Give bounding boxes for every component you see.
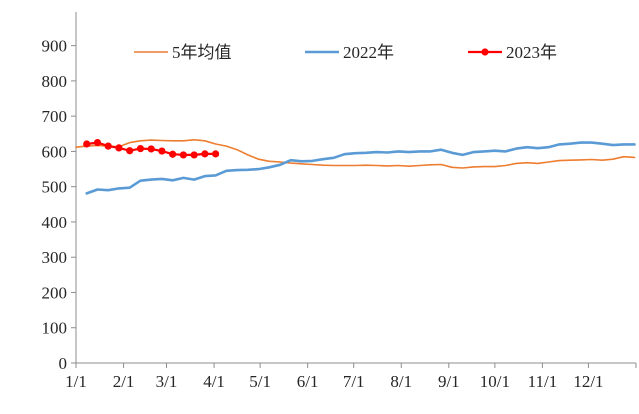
data-point	[201, 150, 209, 158]
y-tick-label: 300	[42, 248, 68, 267]
x-tick-label: 9/1	[438, 372, 460, 391]
series-3	[83, 139, 220, 159]
data-point	[93, 139, 102, 147]
x-tick-label: 4/1	[203, 372, 225, 391]
x-tick-label: 10/1	[480, 372, 510, 391]
data-point	[136, 145, 145, 153]
x-tick-label: 5/1	[249, 372, 271, 391]
data-point	[147, 145, 155, 153]
y-axis: 0 100 200 300 400 500 600 700 800 900	[42, 12, 77, 373]
legend-label: 2022年	[343, 43, 394, 62]
x-tick-label: 3/1	[156, 372, 178, 391]
x-tick-label: 12/1	[573, 372, 603, 391]
y-tick-label: 100	[42, 319, 68, 338]
x-tick-label: 1/1	[65, 372, 87, 391]
data-point	[115, 144, 123, 152]
series-2	[85, 141, 636, 195]
y-tick-label: 600	[42, 142, 68, 161]
legend-marker	[481, 48, 489, 56]
x-tick-label: 11/1	[528, 372, 558, 391]
y-tick-label: 500	[42, 178, 68, 197]
x-tick-label: 8/1	[390, 372, 412, 391]
y-tick-label: 900	[42, 37, 68, 56]
data-point	[126, 147, 134, 155]
x-tick-label: 7/1	[343, 372, 365, 391]
series-line	[85, 141, 636, 195]
x-tick-label: 2/1	[113, 372, 135, 391]
data-point	[179, 151, 187, 159]
data-point	[190, 151, 198, 159]
y-tick-label: 800	[42, 72, 68, 91]
legend-label: 5年均值	[172, 43, 232, 62]
data-point	[169, 150, 177, 158]
x-axis: 1/1 2/1 3/1 4/1 5/1 6/1 7/1 8/1 9/1 10/1 11/1 12/1	[65, 362, 637, 391]
data-point	[83, 140, 91, 148]
series-line	[75, 139, 636, 169]
legend-item-2: 2022年	[305, 43, 394, 62]
data-point	[104, 142, 112, 150]
x-tick-label: 6/1	[297, 372, 319, 391]
data-point	[212, 150, 220, 158]
legend-item-3: 2023年	[468, 43, 557, 62]
legend-label: 2023年	[506, 43, 557, 62]
data-point	[158, 147, 166, 155]
y-tick-label: 0	[59, 354, 68, 373]
y-tick-label: 400	[42, 213, 68, 232]
y-tick-label: 200	[42, 283, 68, 302]
legend: 5年均值 2022年 2023年	[134, 43, 557, 62]
legend-item-1: 5年均值	[134, 43, 232, 62]
series-layer	[75, 139, 636, 195]
series-1	[75, 139, 636, 169]
y-tick-label: 700	[42, 107, 68, 126]
